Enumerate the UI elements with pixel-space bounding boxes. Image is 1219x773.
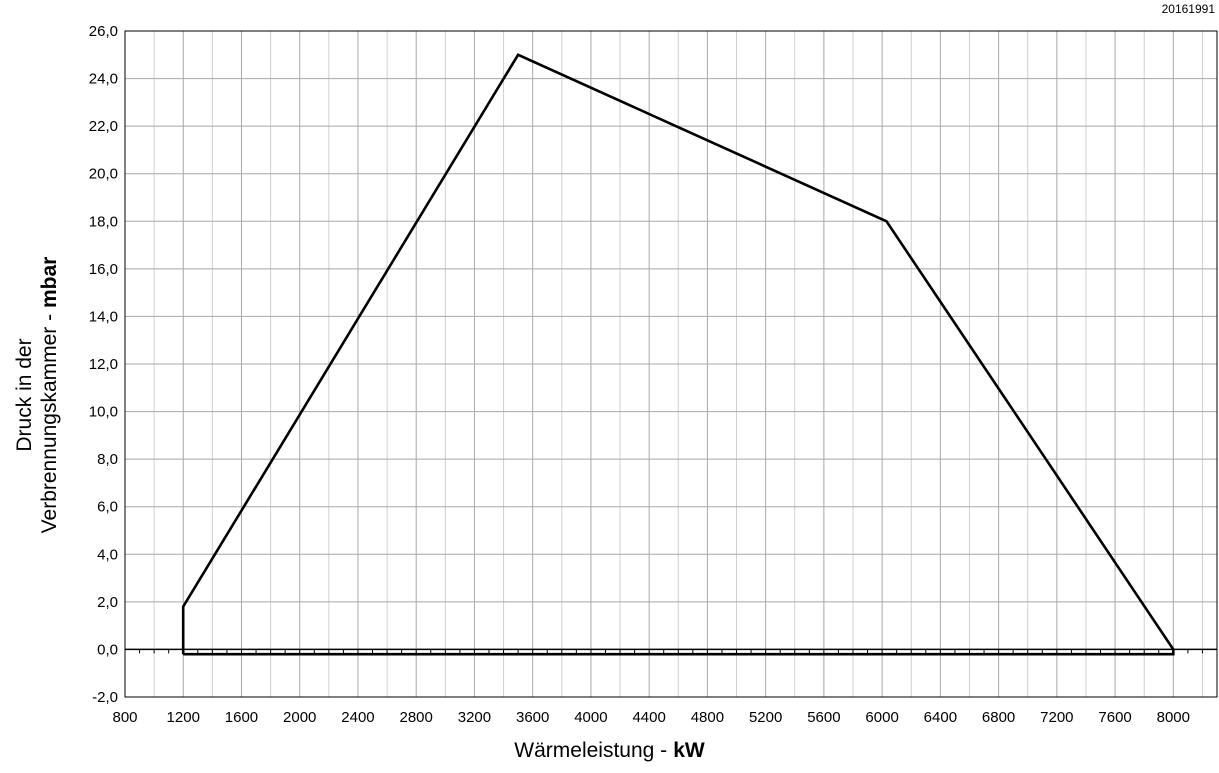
y-tick-label: 10,0 xyxy=(89,404,118,421)
x-tick-label: 4000 xyxy=(574,709,607,726)
y-tick-label: 12,0 xyxy=(89,356,118,373)
x-tick-label: 1200 xyxy=(167,709,200,726)
x-tick-label: 8000 xyxy=(1157,709,1190,726)
x-tick-label: 4400 xyxy=(632,709,665,726)
y-axis-label-line2: Verbrennungskammer - mbar xyxy=(37,45,62,745)
x-axis-label: Wärmeleistung - kW xyxy=(0,739,1219,763)
y-tick-label: 2,0 xyxy=(97,594,118,611)
y-tick-label: 22,0 xyxy=(89,118,118,135)
x-tick-label: 6000 xyxy=(865,709,898,726)
x-tick-label: 2400 xyxy=(341,709,374,726)
x-tick-label: 2000 xyxy=(283,709,316,726)
x-tick-label: 6400 xyxy=(924,709,957,726)
y-tick-label: 0,0 xyxy=(97,641,118,658)
y-tick-label: 14,0 xyxy=(89,308,118,325)
y-axis-label-line2-text: Verbrennungskammer - xyxy=(38,313,61,534)
document-id: 20161991 xyxy=(1161,2,1215,16)
x-tick-label: 1600 xyxy=(225,709,258,726)
y-tick-label: 4,0 xyxy=(97,546,118,563)
x-tick-label: 6800 xyxy=(982,709,1015,726)
x-tick-label: 4800 xyxy=(691,709,724,726)
x-axis-label-unit: kW xyxy=(673,739,705,762)
x-tick-label: 800 xyxy=(112,709,137,726)
x-tick-label: 2800 xyxy=(400,709,433,726)
plot-frame xyxy=(124,30,1218,698)
x-tick-label: 3200 xyxy=(458,709,491,726)
y-tick-label: 24,0 xyxy=(89,71,118,88)
x-tick-label: 7600 xyxy=(1098,709,1131,726)
y-tick-label: 16,0 xyxy=(89,261,118,278)
y-tick-label: 20,0 xyxy=(89,166,118,183)
y-tick-label: 8,0 xyxy=(97,451,118,468)
y-tick-label: 18,0 xyxy=(89,213,118,230)
y-axis-label: Druck in der Verbrennungskammer - mbar xyxy=(12,45,62,745)
y-tick-label: 6,0 xyxy=(97,499,118,516)
x-tick-label: 7200 xyxy=(1040,709,1073,726)
y-tick-label: 26,0 xyxy=(89,23,118,40)
y-tick-label: -2,0 xyxy=(92,689,118,706)
x-tick-label: 3600 xyxy=(516,709,549,726)
y-axis-label-unit: mbar xyxy=(38,256,61,309)
y-axis-label-line1: Druck in der xyxy=(13,338,36,452)
x-axis-label-text: Wärmeleistung - xyxy=(514,739,668,762)
x-tick-label: 5200 xyxy=(749,709,782,726)
series-line xyxy=(181,53,1175,656)
x-tick-label: 5600 xyxy=(807,709,840,726)
